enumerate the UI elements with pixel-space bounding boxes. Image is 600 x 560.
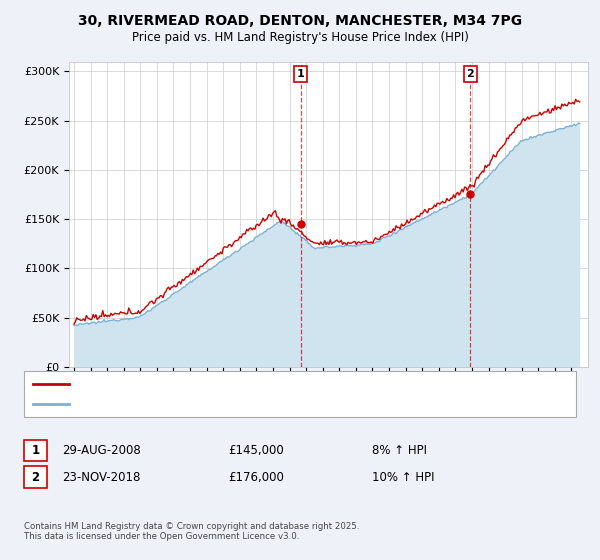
Text: Price paid vs. HM Land Registry's House Price Index (HPI): Price paid vs. HM Land Registry's House …	[131, 31, 469, 44]
Text: 29-AUG-2008: 29-AUG-2008	[62, 444, 140, 458]
Text: 10% ↑ HPI: 10% ↑ HPI	[372, 470, 434, 484]
Text: 2: 2	[466, 69, 474, 79]
Text: £176,000: £176,000	[228, 470, 284, 484]
Text: £145,000: £145,000	[228, 444, 284, 458]
Text: 30, RIVERMEAD ROAD, DENTON, MANCHESTER, M34 7PG: 30, RIVERMEAD ROAD, DENTON, MANCHESTER, …	[78, 14, 522, 28]
Text: 23-NOV-2018: 23-NOV-2018	[62, 470, 140, 484]
Text: 8% ↑ HPI: 8% ↑ HPI	[372, 444, 427, 458]
Text: 1: 1	[297, 69, 305, 79]
Text: 30, RIVERMEAD ROAD, DENTON, MANCHESTER, M34 7PG (semi-detached house): 30, RIVERMEAD ROAD, DENTON, MANCHESTER, …	[75, 379, 472, 389]
Text: 1: 1	[31, 444, 40, 458]
Text: 2: 2	[31, 470, 40, 484]
Text: Contains HM Land Registry data © Crown copyright and database right 2025.
This d: Contains HM Land Registry data © Crown c…	[24, 522, 359, 542]
Text: HPI: Average price, semi-detached house, Tameside: HPI: Average price, semi-detached house,…	[75, 399, 329, 409]
